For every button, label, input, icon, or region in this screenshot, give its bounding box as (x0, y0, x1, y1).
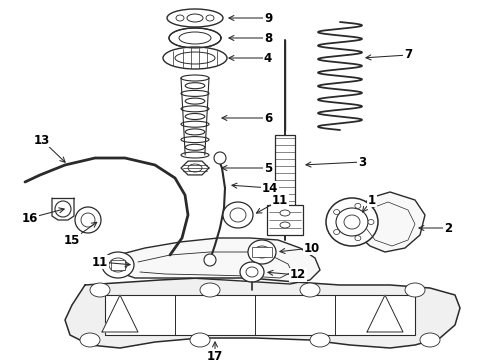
Ellipse shape (254, 246, 270, 258)
Ellipse shape (109, 258, 127, 272)
Ellipse shape (214, 152, 226, 164)
Text: 1: 1 (368, 194, 376, 207)
Ellipse shape (55, 201, 71, 217)
Ellipse shape (181, 75, 209, 81)
Ellipse shape (181, 152, 209, 158)
Text: 13: 13 (34, 134, 50, 147)
Text: 17: 17 (207, 350, 223, 360)
Ellipse shape (181, 136, 209, 143)
Polygon shape (181, 161, 209, 175)
Ellipse shape (81, 213, 95, 227)
Bar (252, 247, 272, 257)
Ellipse shape (355, 236, 361, 241)
Ellipse shape (75, 207, 101, 233)
Ellipse shape (310, 333, 330, 347)
Bar (267, 205, 303, 235)
Ellipse shape (163, 47, 227, 69)
Ellipse shape (187, 14, 203, 22)
Ellipse shape (336, 208, 368, 236)
Text: 10: 10 (304, 242, 320, 255)
Ellipse shape (206, 15, 214, 21)
Text: 12: 12 (290, 269, 306, 282)
Polygon shape (355, 192, 425, 252)
Text: 14: 14 (262, 181, 278, 194)
Ellipse shape (190, 333, 210, 347)
Ellipse shape (204, 254, 216, 266)
Text: 16: 16 (22, 211, 38, 225)
Ellipse shape (188, 164, 202, 172)
Ellipse shape (185, 129, 205, 135)
Text: 4: 4 (264, 51, 272, 64)
Ellipse shape (355, 203, 361, 208)
Ellipse shape (300, 283, 320, 297)
Ellipse shape (326, 198, 378, 246)
Ellipse shape (240, 262, 264, 282)
Ellipse shape (185, 98, 205, 104)
Ellipse shape (230, 208, 246, 222)
Text: 11: 11 (272, 194, 288, 207)
Ellipse shape (185, 83, 205, 89)
Bar (111, 260, 125, 270)
Ellipse shape (334, 210, 340, 215)
Text: 3: 3 (358, 156, 366, 168)
Ellipse shape (420, 333, 440, 347)
Ellipse shape (167, 9, 223, 27)
Ellipse shape (181, 90, 209, 96)
Ellipse shape (181, 106, 209, 112)
Ellipse shape (102, 252, 134, 278)
Text: 5: 5 (264, 162, 272, 175)
Polygon shape (118, 238, 320, 284)
Ellipse shape (176, 15, 184, 21)
Ellipse shape (248, 240, 276, 264)
Text: 15: 15 (64, 234, 80, 247)
Ellipse shape (344, 215, 360, 229)
Ellipse shape (405, 283, 425, 297)
Ellipse shape (181, 121, 209, 127)
Ellipse shape (334, 229, 340, 234)
Ellipse shape (280, 222, 290, 228)
Ellipse shape (80, 333, 100, 347)
Ellipse shape (185, 144, 205, 150)
Ellipse shape (223, 202, 253, 228)
Polygon shape (367, 295, 403, 332)
Text: 11: 11 (92, 256, 108, 269)
Ellipse shape (368, 220, 374, 225)
Polygon shape (65, 278, 460, 348)
Ellipse shape (185, 113, 205, 120)
Ellipse shape (179, 32, 211, 44)
Text: 6: 6 (264, 112, 272, 125)
Polygon shape (102, 295, 138, 332)
Text: 8: 8 (264, 31, 272, 45)
Ellipse shape (200, 283, 220, 297)
Ellipse shape (90, 283, 110, 297)
Ellipse shape (175, 52, 215, 64)
Ellipse shape (280, 210, 290, 216)
Bar (275, 135, 295, 210)
Ellipse shape (169, 28, 221, 48)
Bar (105, 295, 415, 335)
Text: 7: 7 (404, 49, 412, 62)
Text: 2: 2 (444, 221, 452, 234)
Text: 9: 9 (264, 12, 272, 24)
Ellipse shape (246, 267, 258, 277)
